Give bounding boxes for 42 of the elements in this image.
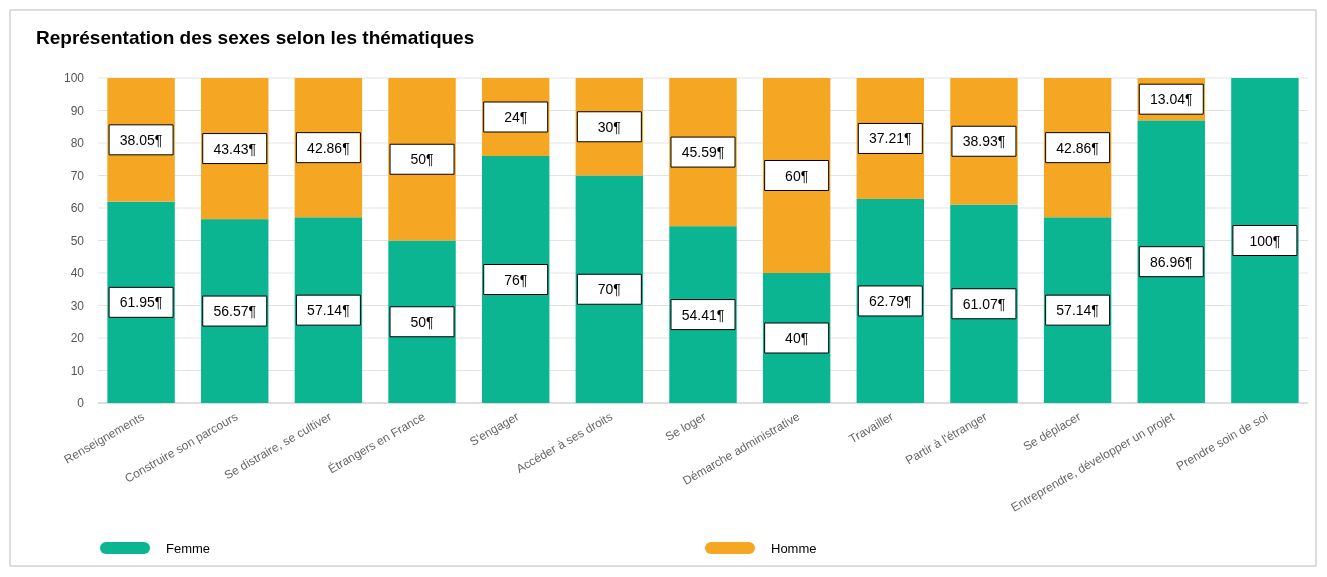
legend-label: Homme (771, 541, 817, 556)
data-label: 86.96¶ (1149, 253, 1193, 270)
data-label: 37.21¶ (869, 130, 912, 147)
y-tick-label: 30 (70, 298, 85, 313)
y-tick-label: 100 (63, 71, 85, 85)
data-label: 50¶ (410, 313, 434, 330)
x-tick-label: Se loger (662, 409, 709, 444)
data-label: 61.95¶ (119, 294, 163, 311)
y-tick-label: 0 (77, 396, 85, 410)
data-label: 70¶ (597, 281, 621, 298)
y-tick-label: 50 (70, 233, 85, 248)
y-tick-label: 20 (70, 331, 85, 345)
data-label: 60¶ (785, 167, 809, 184)
y-tick-label: 60 (70, 201, 85, 215)
data-label: 38.93¶ (962, 133, 1006, 150)
y-tick-label: 90 (70, 103, 85, 118)
y-tick-label: 10 (70, 363, 85, 378)
data-label: 57.14¶ (1056, 302, 1099, 319)
legend-label: Femme (166, 541, 211, 556)
bar (1137, 120, 1205, 403)
data-label: 42.86¶ (1056, 139, 1099, 156)
data-label: 61.07¶ (962, 295, 1006, 312)
data-label: 76¶ (504, 271, 528, 288)
data-label: 13.04¶ (1149, 91, 1193, 108)
data-label: 24¶ (504, 109, 528, 125)
data-label: 54.41¶ (681, 306, 725, 323)
data-label: 43.43¶ (213, 140, 257, 157)
data-label: 57.14¶ (307, 302, 350, 319)
chart-title: Représentation des sexes selon les thématiques (36, 27, 475, 48)
bar (1231, 78, 1299, 403)
y-tick-label: 70 (70, 168, 85, 183)
data-label: 62.79¶ (869, 292, 912, 309)
data-label: 45.59¶ (681, 144, 725, 161)
data-label: 40¶ (785, 330, 809, 346)
data-label: 30¶ (597, 118, 621, 135)
data-label: 100¶ (1249, 232, 1281, 249)
data-label: 56.57¶ (213, 303, 257, 320)
data-label: 50¶ (410, 151, 434, 168)
data-label: 38.05¶ (119, 131, 163, 148)
data-label: 42.86¶ (307, 139, 350, 156)
y-tick-label: 40 (70, 266, 85, 280)
y-tick-label: 80 (70, 136, 85, 150)
